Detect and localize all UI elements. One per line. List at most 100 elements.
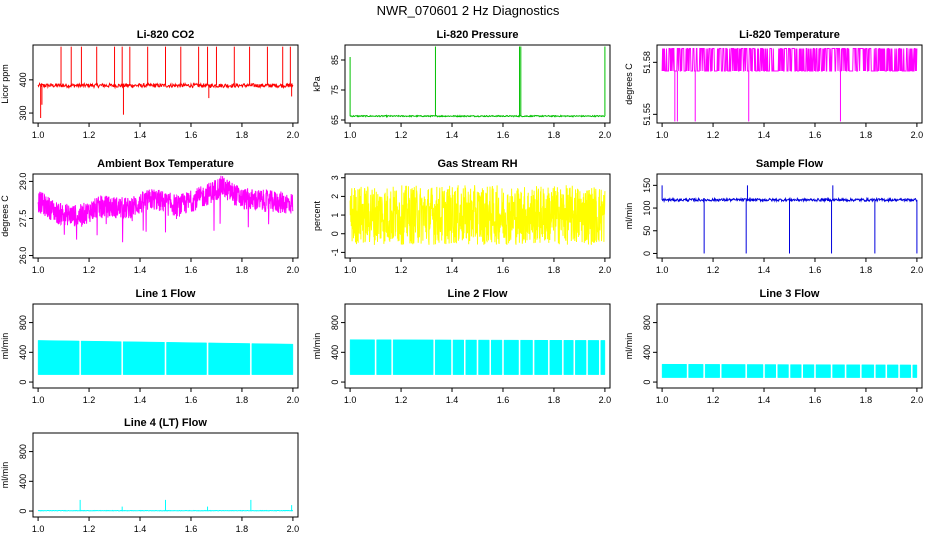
x-tick-label: 1.6: [185, 524, 198, 534]
x-tick-label: 1.2: [395, 130, 408, 140]
y-tick-label: 51.55: [642, 103, 652, 126]
y-tick-label: 51.58: [642, 51, 652, 74]
series-co2: [38, 47, 293, 118]
series-rh: [350, 185, 605, 245]
flow-band: [167, 342, 207, 374]
y-tick-label: 0: [642, 380, 652, 385]
x-tick-label: 1.0: [32, 395, 45, 405]
y-axis-label: ml/min: [624, 333, 634, 360]
x-tick-label: 1.6: [185, 130, 198, 140]
y-tick-label: 3: [330, 175, 340, 180]
x-tick-label: 1.0: [656, 395, 669, 405]
panel-title: Line 3 Flow: [760, 288, 820, 300]
temperature-trace: [662, 49, 917, 72]
x-tick-label: 1.8: [236, 130, 249, 140]
series-line-3: [662, 364, 917, 377]
x-tick-label: 1.4: [446, 265, 459, 275]
y-tick-label: 0: [18, 380, 28, 385]
x-tick-label: 2.0: [287, 524, 300, 534]
x-tick-label: 1.4: [758, 130, 771, 140]
y-tick-label: 400: [18, 474, 28, 489]
y-axis-label: ml/min: [0, 333, 10, 360]
x-tick-label: 1.2: [83, 265, 96, 275]
y-tick-label: 800: [18, 315, 28, 330]
y-tick-label: 400: [330, 345, 340, 360]
panel-title: Line 1 Flow: [136, 288, 196, 300]
y-tick-label: 27.5: [18, 210, 28, 228]
x-tick-label: 1.6: [185, 265, 198, 275]
x-tick-label: 1.2: [83, 524, 96, 534]
y-tick-label: 800: [18, 444, 28, 459]
flow-band: [466, 340, 477, 375]
x-tick-label: 1.6: [809, 395, 822, 405]
y-axis-label: Licor ppm: [0, 64, 10, 104]
y-axis-label: percent: [312, 200, 322, 231]
x-tick-label: 1.2: [83, 130, 96, 140]
series-line-1: [38, 340, 293, 374]
y-tick-label: 0: [18, 509, 28, 514]
flow-band: [862, 365, 874, 378]
flow-band: [521, 340, 533, 374]
series-temperature: [662, 49, 917, 122]
x-tick-label: 2.0: [287, 265, 300, 275]
flow-band: [575, 340, 586, 374]
x-tick-label: 1.8: [860, 265, 873, 275]
y-axis-label: kPa: [312, 76, 322, 92]
flow-band: [377, 340, 392, 375]
x-tick-label: 2.0: [287, 130, 300, 140]
x-tick-label: 1.8: [860, 130, 873, 140]
flow-band: [913, 365, 917, 378]
flow-band: [504, 340, 519, 374]
series-sample: [662, 185, 917, 253]
x-tick-label: 1.4: [134, 524, 147, 534]
x-tick-label: 2.0: [599, 130, 612, 140]
panel-title: Li-820 Pressure: [437, 29, 519, 41]
y-tick-label: 1: [330, 213, 340, 218]
flow-band: [435, 340, 451, 375]
panel-title: Li-820 CO2: [137, 29, 194, 41]
y-tick-label: 0: [330, 380, 340, 385]
flow-band: [803, 365, 814, 378]
x-tick-label: 1.0: [32, 524, 45, 534]
x-tick-label: 1.8: [548, 395, 561, 405]
x-tick-label: 1.0: [32, 265, 45, 275]
y-tick-label: 400: [18, 72, 28, 87]
x-tick-label: 1.6: [497, 130, 510, 140]
x-tick-label: 2.0: [599, 395, 612, 405]
flow-band: [209, 343, 250, 375]
y-tick-label: 29.0: [18, 173, 28, 191]
x-tick-label: 1.8: [236, 524, 249, 534]
flow-band: [765, 365, 776, 378]
flow-band: [123, 342, 164, 375]
flow-band: [550, 340, 562, 374]
x-tick-label: 1.4: [134, 130, 147, 140]
flow-band: [816, 365, 831, 378]
x-tick-label: 1.0: [656, 130, 669, 140]
y-tick-label: 75: [330, 85, 340, 95]
series-trace: [350, 116, 605, 117]
y-axis-label: degrees C: [0, 195, 10, 237]
y-tick-label: 150: [642, 178, 652, 193]
x-tick-label: 1.0: [656, 265, 669, 275]
y-tick-label: 50: [642, 226, 652, 236]
y-tick-label: 400: [642, 345, 652, 360]
flow-band: [479, 340, 490, 375]
x-tick-label: 1.2: [707, 265, 720, 275]
x-tick-label: 1.8: [548, 265, 561, 275]
x-tick-label: 1.2: [395, 265, 408, 275]
y-tick-label: 300: [18, 106, 28, 121]
flow-band: [38, 340, 79, 374]
figure-title: NWR_070601 2 Hz Diagnostics: [377, 3, 560, 18]
x-tick-label: 1.0: [344, 395, 357, 405]
series-line-4: [38, 500, 293, 511]
flow-band: [662, 364, 686, 377]
x-tick-label: 1.0: [344, 130, 357, 140]
